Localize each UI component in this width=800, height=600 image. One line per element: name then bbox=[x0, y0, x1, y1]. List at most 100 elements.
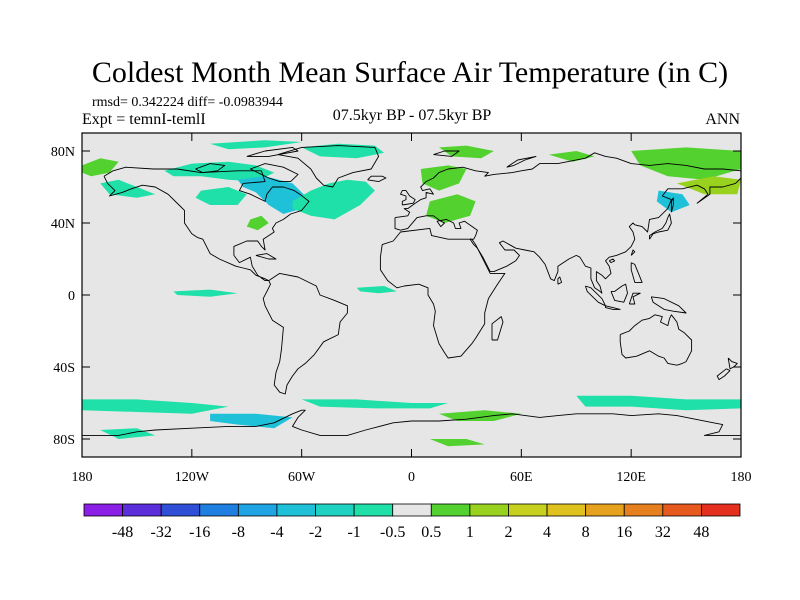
y-tick-label-1: 40N bbox=[51, 217, 75, 232]
colorbar-swatch-15 bbox=[662, 503, 702, 517]
x-tick-label-6: 180 bbox=[731, 470, 752, 485]
coastlines bbox=[82, 145, 741, 436]
x-tick-label-2: 60W bbox=[288, 470, 316, 485]
colorbar-swatch-12 bbox=[546, 503, 587, 517]
coastline-20 bbox=[557, 276, 563, 285]
anomaly-region-6 bbox=[246, 215, 269, 231]
colorbar-swatch-0 bbox=[83, 503, 123, 517]
x-tick-label-3: 0 bbox=[408, 470, 415, 485]
coastline-21 bbox=[255, 253, 277, 260]
colorbar-label-1: -32 bbox=[151, 524, 172, 541]
colorbar-label-12: 8 bbox=[582, 524, 590, 541]
anomaly-region-24 bbox=[429, 439, 485, 447]
y-tick-label-3: 40S bbox=[53, 361, 75, 376]
anomaly-region-11 bbox=[426, 194, 476, 223]
coastline-6 bbox=[82, 409, 741, 436]
anomaly-region-9 bbox=[439, 145, 494, 159]
experiment-label: Expt = temnI-temlI bbox=[82, 111, 206, 128]
colorbar-label-10: 2 bbox=[504, 524, 512, 541]
anomaly-region-20 bbox=[301, 399, 449, 409]
anomaly-region-18 bbox=[82, 399, 229, 414]
anomaly-region-1 bbox=[237, 176, 306, 214]
coastline-4 bbox=[394, 152, 741, 294]
anomaly-region-13 bbox=[676, 176, 741, 195]
x-tick-label-1: 120W bbox=[175, 470, 210, 485]
period-label: 07.5kyr BP - 07.5kyr BP bbox=[333, 107, 492, 124]
coastline-5 bbox=[619, 314, 693, 366]
colorbar-swatch-2 bbox=[160, 503, 201, 517]
anomaly-region-3 bbox=[195, 187, 247, 205]
y-tick-label-4: 80S bbox=[53, 433, 75, 448]
coastline-28 bbox=[608, 258, 616, 264]
colorbar-swatch-1 bbox=[122, 503, 162, 517]
colorbar-swatch-7 bbox=[353, 503, 394, 517]
coastline-22 bbox=[630, 262, 643, 283]
colorbar-swatch-13 bbox=[585, 503, 625, 517]
anomaly-region-22 bbox=[439, 410, 522, 421]
colorbar-label-11: 4 bbox=[543, 524, 551, 541]
coastline-24 bbox=[670, 197, 674, 213]
chart-title: Coldest Month Mean Surface Air Temperatu… bbox=[92, 56, 728, 89]
colorbar-label-8: 0.5 bbox=[421, 524, 441, 541]
colorbar-label-6: -1 bbox=[347, 524, 360, 541]
coastline-1 bbox=[262, 272, 348, 395]
anomaly-region-5 bbox=[82, 158, 119, 177]
x-tick-label-4: 60E bbox=[510, 470, 533, 485]
colorbar-swatch-3 bbox=[199, 503, 239, 517]
coastline-9 bbox=[491, 316, 504, 341]
coastline-10 bbox=[610, 283, 628, 303]
colorbar-label-2: -16 bbox=[189, 524, 210, 541]
anomaly-region-7 bbox=[301, 143, 384, 159]
anomaly-region-17 bbox=[356, 286, 397, 294]
anomaly-region-4 bbox=[100, 179, 156, 198]
stats-line: rmsd= 0.342224 diff= -0.0983944 bbox=[92, 95, 283, 110]
colorbar-swatch-5 bbox=[276, 503, 316, 517]
coastline-18 bbox=[433, 150, 460, 157]
anomaly-region-21 bbox=[210, 413, 293, 429]
x-tick-label-0: 180 bbox=[72, 470, 93, 485]
coastline-2 bbox=[277, 145, 380, 188]
colorbar-label-15: 48 bbox=[693, 524, 709, 541]
coastline-17 bbox=[246, 146, 299, 157]
coastline-12 bbox=[650, 296, 687, 314]
coastline-13 bbox=[727, 357, 738, 370]
colorbar-swatch-8 bbox=[392, 503, 432, 517]
x-tick-label-5: 120E bbox=[616, 470, 646, 485]
coastline-8 bbox=[649, 213, 672, 240]
coastline-23 bbox=[630, 249, 636, 256]
colorbar-label-13: 16 bbox=[616, 524, 632, 541]
colorbar-swatch-10 bbox=[469, 503, 509, 517]
coastline-14 bbox=[716, 368, 731, 381]
colorbar-label-3: -8 bbox=[232, 524, 245, 541]
colorbar: -48 -32 -16 -8 -4 -2 -1 -0.5 0.5 1 2 4 8 16 32 48 bbox=[83, 503, 741, 541]
colorbar-swatch-9 bbox=[430, 503, 471, 517]
colorbar-swatch-6 bbox=[315, 503, 355, 517]
colorbar-label-9: 1 bbox=[466, 524, 474, 541]
colorbar-label-0: -48 bbox=[112, 524, 133, 541]
coastline-3 bbox=[379, 227, 506, 359]
coastline-19 bbox=[506, 155, 537, 168]
coastline-0 bbox=[103, 166, 310, 282]
colorbar-swatch-14 bbox=[623, 503, 664, 517]
y-tick-label-0: 80N bbox=[51, 145, 75, 160]
colorbar-label-14: 32 bbox=[655, 524, 671, 541]
coastline-26 bbox=[605, 305, 621, 310]
colorbar-swatch-4 bbox=[237, 503, 278, 517]
coastline-7 bbox=[400, 190, 416, 206]
map-axes: 180 120W 60W 0 60E 120E 180 80N 40N 0 40S 80S bbox=[51, 133, 752, 485]
anomaly-region-10 bbox=[420, 165, 467, 191]
anomaly-region-16 bbox=[173, 289, 238, 297]
coastline-16 bbox=[249, 163, 299, 183]
anomaly-region-12 bbox=[631, 147, 741, 180]
colorbar-label-5: -2 bbox=[309, 524, 322, 541]
anomaly-region-8 bbox=[210, 140, 302, 150]
colorbar-label-4: -4 bbox=[270, 524, 283, 541]
anomaly-region-19 bbox=[576, 395, 741, 411]
coastline-25 bbox=[195, 163, 226, 174]
season-label: ANN bbox=[705, 111, 740, 128]
y-tick-label-2: 0 bbox=[68, 289, 75, 304]
colorbar-label-7: -0.5 bbox=[380, 524, 405, 541]
colorbar-swatch-11 bbox=[508, 503, 548, 517]
anomaly-region-2 bbox=[292, 179, 375, 220]
